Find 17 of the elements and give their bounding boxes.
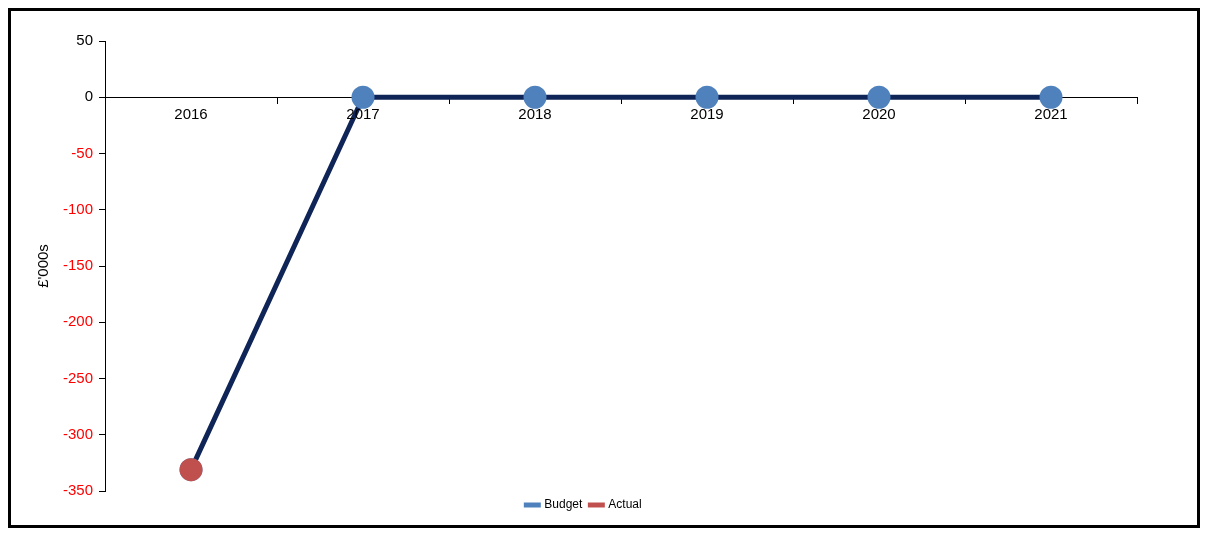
x-tick-label: 2018 [518,104,552,122]
x-tick-label: 2021 [1034,104,1068,122]
x-tick-label: 2019 [690,104,724,122]
x-tick-label: 2016 [174,104,208,122]
y-axis-title: £'000s [34,244,52,288]
y-tick-label: -150 [62,256,94,274]
y-tick-label: -50 [71,143,94,161]
legend-label: Actual [608,497,642,512]
y-tick-label: -100 [62,199,94,217]
y-tick-label: 0 [84,87,94,105]
x-tick-label: 2020 [862,104,896,122]
y-tick-label: -200 [62,312,94,330]
legend-label: Budget [544,497,584,512]
y-tick-label: -250 [62,368,94,386]
y-tick-label: -300 [62,424,94,442]
y-tick-label: -350 [62,481,94,499]
y-tick-label: 50 [76,31,94,49]
